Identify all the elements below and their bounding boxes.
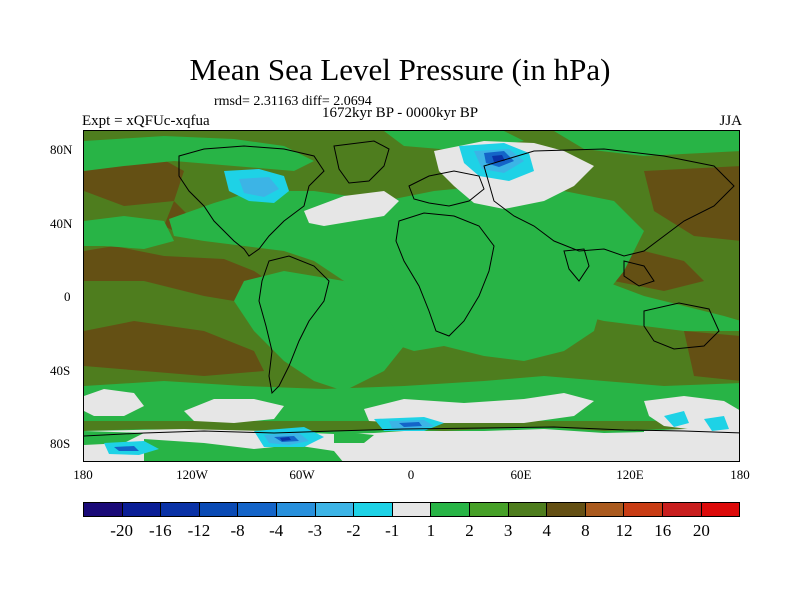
colorbar-swatch xyxy=(354,503,393,516)
pressure-region-cyan xyxy=(664,411,689,427)
lon-label-60e: 60E xyxy=(510,467,532,482)
colorbar-swatch xyxy=(469,503,509,516)
lon-label-60w: 60W xyxy=(289,467,315,482)
lon-label-120w: 120W xyxy=(176,467,208,482)
coastline xyxy=(408,170,485,207)
colorbar-label: 20 xyxy=(692,521,710,540)
pressure-region-blue xyxy=(114,446,139,451)
pressure-region-white xyxy=(364,393,594,423)
coastline xyxy=(84,426,739,437)
experiment-label: Expt = xQFUc-xqfua xyxy=(82,113,210,129)
pressure-region-darkblue xyxy=(280,437,291,441)
colorbar-label: 12 xyxy=(615,521,633,540)
colorbar-swatch xyxy=(701,503,740,516)
colorbar-label: -12 xyxy=(187,521,211,540)
chart-title: Mean Sea Level Pressure (in hPa) xyxy=(189,52,611,87)
rmsd-diff-stats: rmsd= 2.31163 diff= 2.0694 xyxy=(214,94,372,109)
pressure-region-green xyxy=(464,266,739,331)
lat-label-0: 0 xyxy=(64,289,71,304)
colorbar-swatch xyxy=(508,503,548,516)
pressure-region-green xyxy=(84,136,314,171)
colorbar-swatch xyxy=(84,503,123,516)
coastline xyxy=(333,140,390,184)
lat-label-40s: 40S xyxy=(50,363,71,378)
colorbar-label: 3 xyxy=(503,521,513,540)
pressure-region-white xyxy=(304,191,399,226)
season-label: JJA xyxy=(719,113,742,129)
coastline xyxy=(178,145,325,257)
colorbar-swatch xyxy=(315,503,355,516)
pressure-region-white xyxy=(184,399,284,423)
pressure-region-brown xyxy=(644,166,739,241)
pressure-region-green xyxy=(234,271,404,391)
lat-label-40n: 40N xyxy=(50,216,73,231)
colorbar-label: -3 xyxy=(307,521,322,540)
colorbar-label: -16 xyxy=(148,521,172,540)
colorbar-label: 2 xyxy=(465,521,474,540)
coastline xyxy=(643,302,720,350)
pressure-region-green xyxy=(84,431,144,445)
pressure-region-green xyxy=(554,131,739,156)
colorbar-swatch xyxy=(547,503,586,516)
pressure-region-cyan xyxy=(704,416,729,431)
colorbar-swatch xyxy=(431,503,470,516)
coastline xyxy=(395,212,495,337)
pressure-map xyxy=(83,130,740,462)
pressure-region-green xyxy=(144,439,343,461)
colorbar-swatch xyxy=(199,503,239,516)
colorbar-label: -1 xyxy=(385,521,400,540)
pressure-region-brown xyxy=(84,321,264,376)
colorbar-swatch xyxy=(585,503,625,516)
coastline xyxy=(258,255,330,395)
pressure-region-white xyxy=(644,427,739,461)
colorbar-label: 1 xyxy=(426,521,436,540)
colorbar-label: 4 xyxy=(542,521,552,540)
colorbar-swatch xyxy=(276,503,316,516)
coastline xyxy=(623,260,655,287)
colorbar-label: -4 xyxy=(269,521,284,540)
pressure-region-green xyxy=(334,431,374,443)
pressure-map-svg xyxy=(84,131,739,461)
colorbar xyxy=(83,502,740,517)
pressure-region-brown xyxy=(684,331,739,381)
pressure-region-brown xyxy=(84,246,284,306)
colorbar-label: -20 xyxy=(110,521,133,540)
lon-label-180w: 180 xyxy=(73,467,93,482)
colorbar-swatch xyxy=(624,503,663,516)
lon-label-0: 0 xyxy=(407,467,415,482)
pressure-region-lightblue xyxy=(239,177,279,197)
lon-label-180e: 180 xyxy=(730,467,750,482)
pressure-region-blue xyxy=(399,422,422,427)
colorbar-label: 8 xyxy=(581,521,590,540)
pressure-region-green xyxy=(169,186,644,361)
pressure-region-white xyxy=(84,389,144,416)
lon-label-120e: 120E xyxy=(616,467,644,482)
colorbar-label: -2 xyxy=(346,521,361,540)
lat-label-80n: 80N xyxy=(50,142,73,157)
colorbar-swatch xyxy=(122,503,162,516)
coastline xyxy=(563,248,590,282)
period-label: 1672kyr BP - 0000kyr BP xyxy=(321,105,479,121)
colorbar-label: -8 xyxy=(230,521,245,540)
colorbar-swatch xyxy=(238,503,277,516)
colorbar-swatch xyxy=(161,503,200,516)
colorbar-swatch xyxy=(662,503,702,516)
lat-label-80s: 80S xyxy=(50,436,71,451)
pressure-region-green xyxy=(84,216,174,249)
colorbar-label: 16 xyxy=(654,521,672,540)
coastline xyxy=(483,148,735,257)
colorbar-swatch xyxy=(392,503,432,516)
